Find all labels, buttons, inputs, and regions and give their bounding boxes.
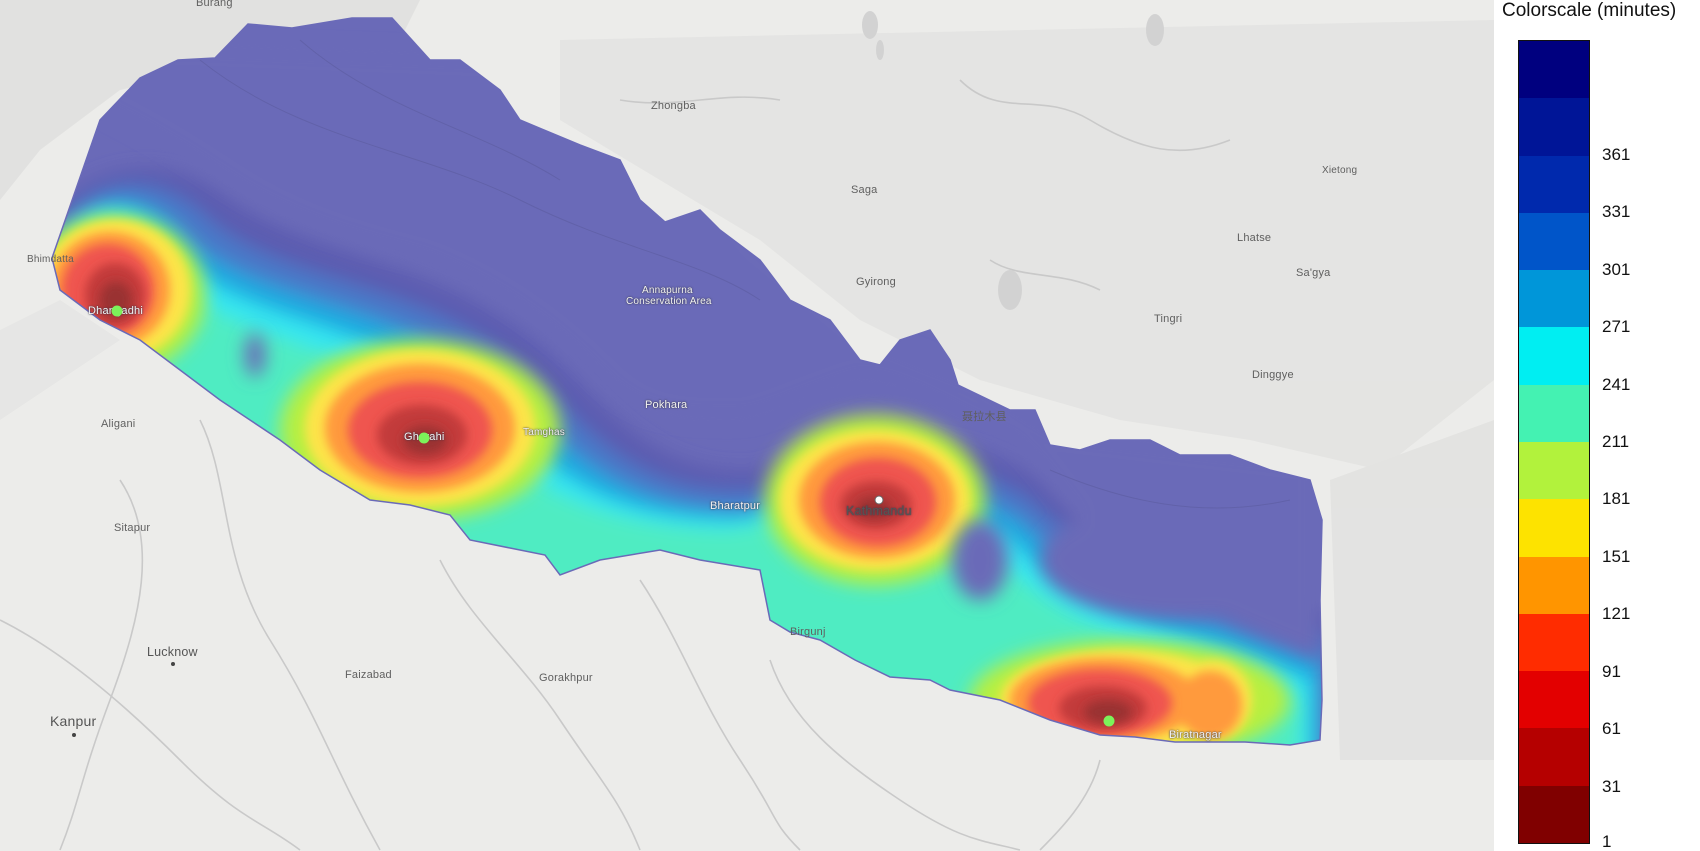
label-kanpur: Kanpur [50, 713, 97, 729]
label-burang: Burang [196, 0, 233, 9]
colorscale-swatch [1519, 728, 1589, 786]
capital-marker-kathmandu[interactable] [874, 495, 884, 505]
legend-title: Colorscale (minutes) [1502, 0, 1677, 21]
label-xietong: Xietong [1322, 165, 1358, 176]
label-annapurna-line2: Conservation Area [626, 296, 712, 307]
facility-marker-dhangadhi[interactable] [111, 305, 123, 317]
facility-marker-biratnagar[interactable] [1103, 715, 1115, 727]
colorscale-legend: Colorscale (minutes) 361 331 301 271 241 211 1… [1494, 0, 1700, 851]
lakes [862, 11, 1164, 310]
label-biratnagar: Biratnagar [1169, 729, 1222, 741]
colorscale-bar [1518, 40, 1590, 844]
label-bhimdatta: Bhimdatta [27, 254, 74, 265]
colorscale-tick-label: 1 [1602, 832, 1612, 851]
label-saga: Saga [851, 184, 878, 196]
colorscale-tick-label: 121 [1602, 604, 1631, 624]
label-gorakhpur: Gorakhpur [539, 672, 593, 684]
label-zhongba: Zhongba [651, 100, 696, 112]
colorscale-swatch [1519, 41, 1589, 99]
colorscale-swatch [1519, 98, 1589, 156]
colorscale-tick-label: 91 [1602, 661, 1621, 681]
colorscale-swatch [1519, 212, 1589, 271]
colorscale-tick-label: 61 [1602, 719, 1621, 739]
label-tingri: Tingri [1154, 313, 1183, 325]
label-tamghas: Tamghas [523, 427, 565, 438]
colorscale-tick-label: 271 [1602, 317, 1631, 337]
colorscale-swatch [1519, 441, 1589, 500]
rivers [0, 79, 1231, 851]
colorscale-swatch [1519, 671, 1589, 729]
colorscale-tick-label: 361 [1602, 144, 1631, 164]
colorscale-swatch [1519, 556, 1589, 614]
facility-marker-ghorahi[interactable] [418, 432, 430, 444]
colorscale-tick-label: 301 [1602, 259, 1631, 279]
label-annapurna: Annapurna [642, 285, 693, 296]
colorscale-tick-label: 181 [1602, 489, 1631, 509]
colorscale-tick-label: 31 [1602, 776, 1621, 796]
travel-time-map[interactable]: Burang Zhongba Saga Gyirong Xietong Lhat… [0, 0, 1494, 851]
label-nyalam: 聂拉木县 [962, 411, 1007, 423]
label-annapurna-line1: Annapurna [642, 285, 693, 296]
label-pokhara: Pokhara [645, 399, 688, 411]
label-sagya: Sa'gya [1296, 267, 1331, 279]
label-lhatse: Lhatse [1237, 232, 1272, 244]
label-faizabad: Faizabad [345, 669, 392, 681]
colorscale-swatch [1519, 785, 1589, 843]
label-lucknow: Lucknow [147, 645, 198, 659]
label-bharatpur: Bharatpur [710, 500, 761, 512]
colorscale-tick-label: 211 [1602, 432, 1630, 451]
colorscale-swatch [1519, 384, 1589, 442]
colorscale-swatch [1519, 613, 1589, 672]
label-gyirong: Gyirong [856, 276, 896, 288]
kanpur-marker [72, 733, 76, 737]
label-aligani: Aligani [101, 418, 136, 430]
label-birgunj: Birgunj [790, 626, 826, 638]
colorscale-tick-label: 151 [1602, 546, 1631, 566]
map-canvas[interactable] [0, 0, 1494, 851]
lucknow-marker [171, 662, 175, 666]
colorscale-tick-label: 331 [1602, 202, 1631, 222]
colorscale-swatch [1519, 499, 1589, 557]
colorscale-swatch [1519, 155, 1589, 213]
label-sitapur: Sitapur [114, 522, 151, 534]
label-dinggye: Dinggye [1252, 369, 1294, 381]
colorscale-tick-label: 241 [1602, 374, 1631, 394]
label-kathmandu: Kathmandu [846, 504, 912, 518]
colorscale-swatch [1519, 270, 1589, 328]
colorscale-swatch [1519, 327, 1589, 385]
